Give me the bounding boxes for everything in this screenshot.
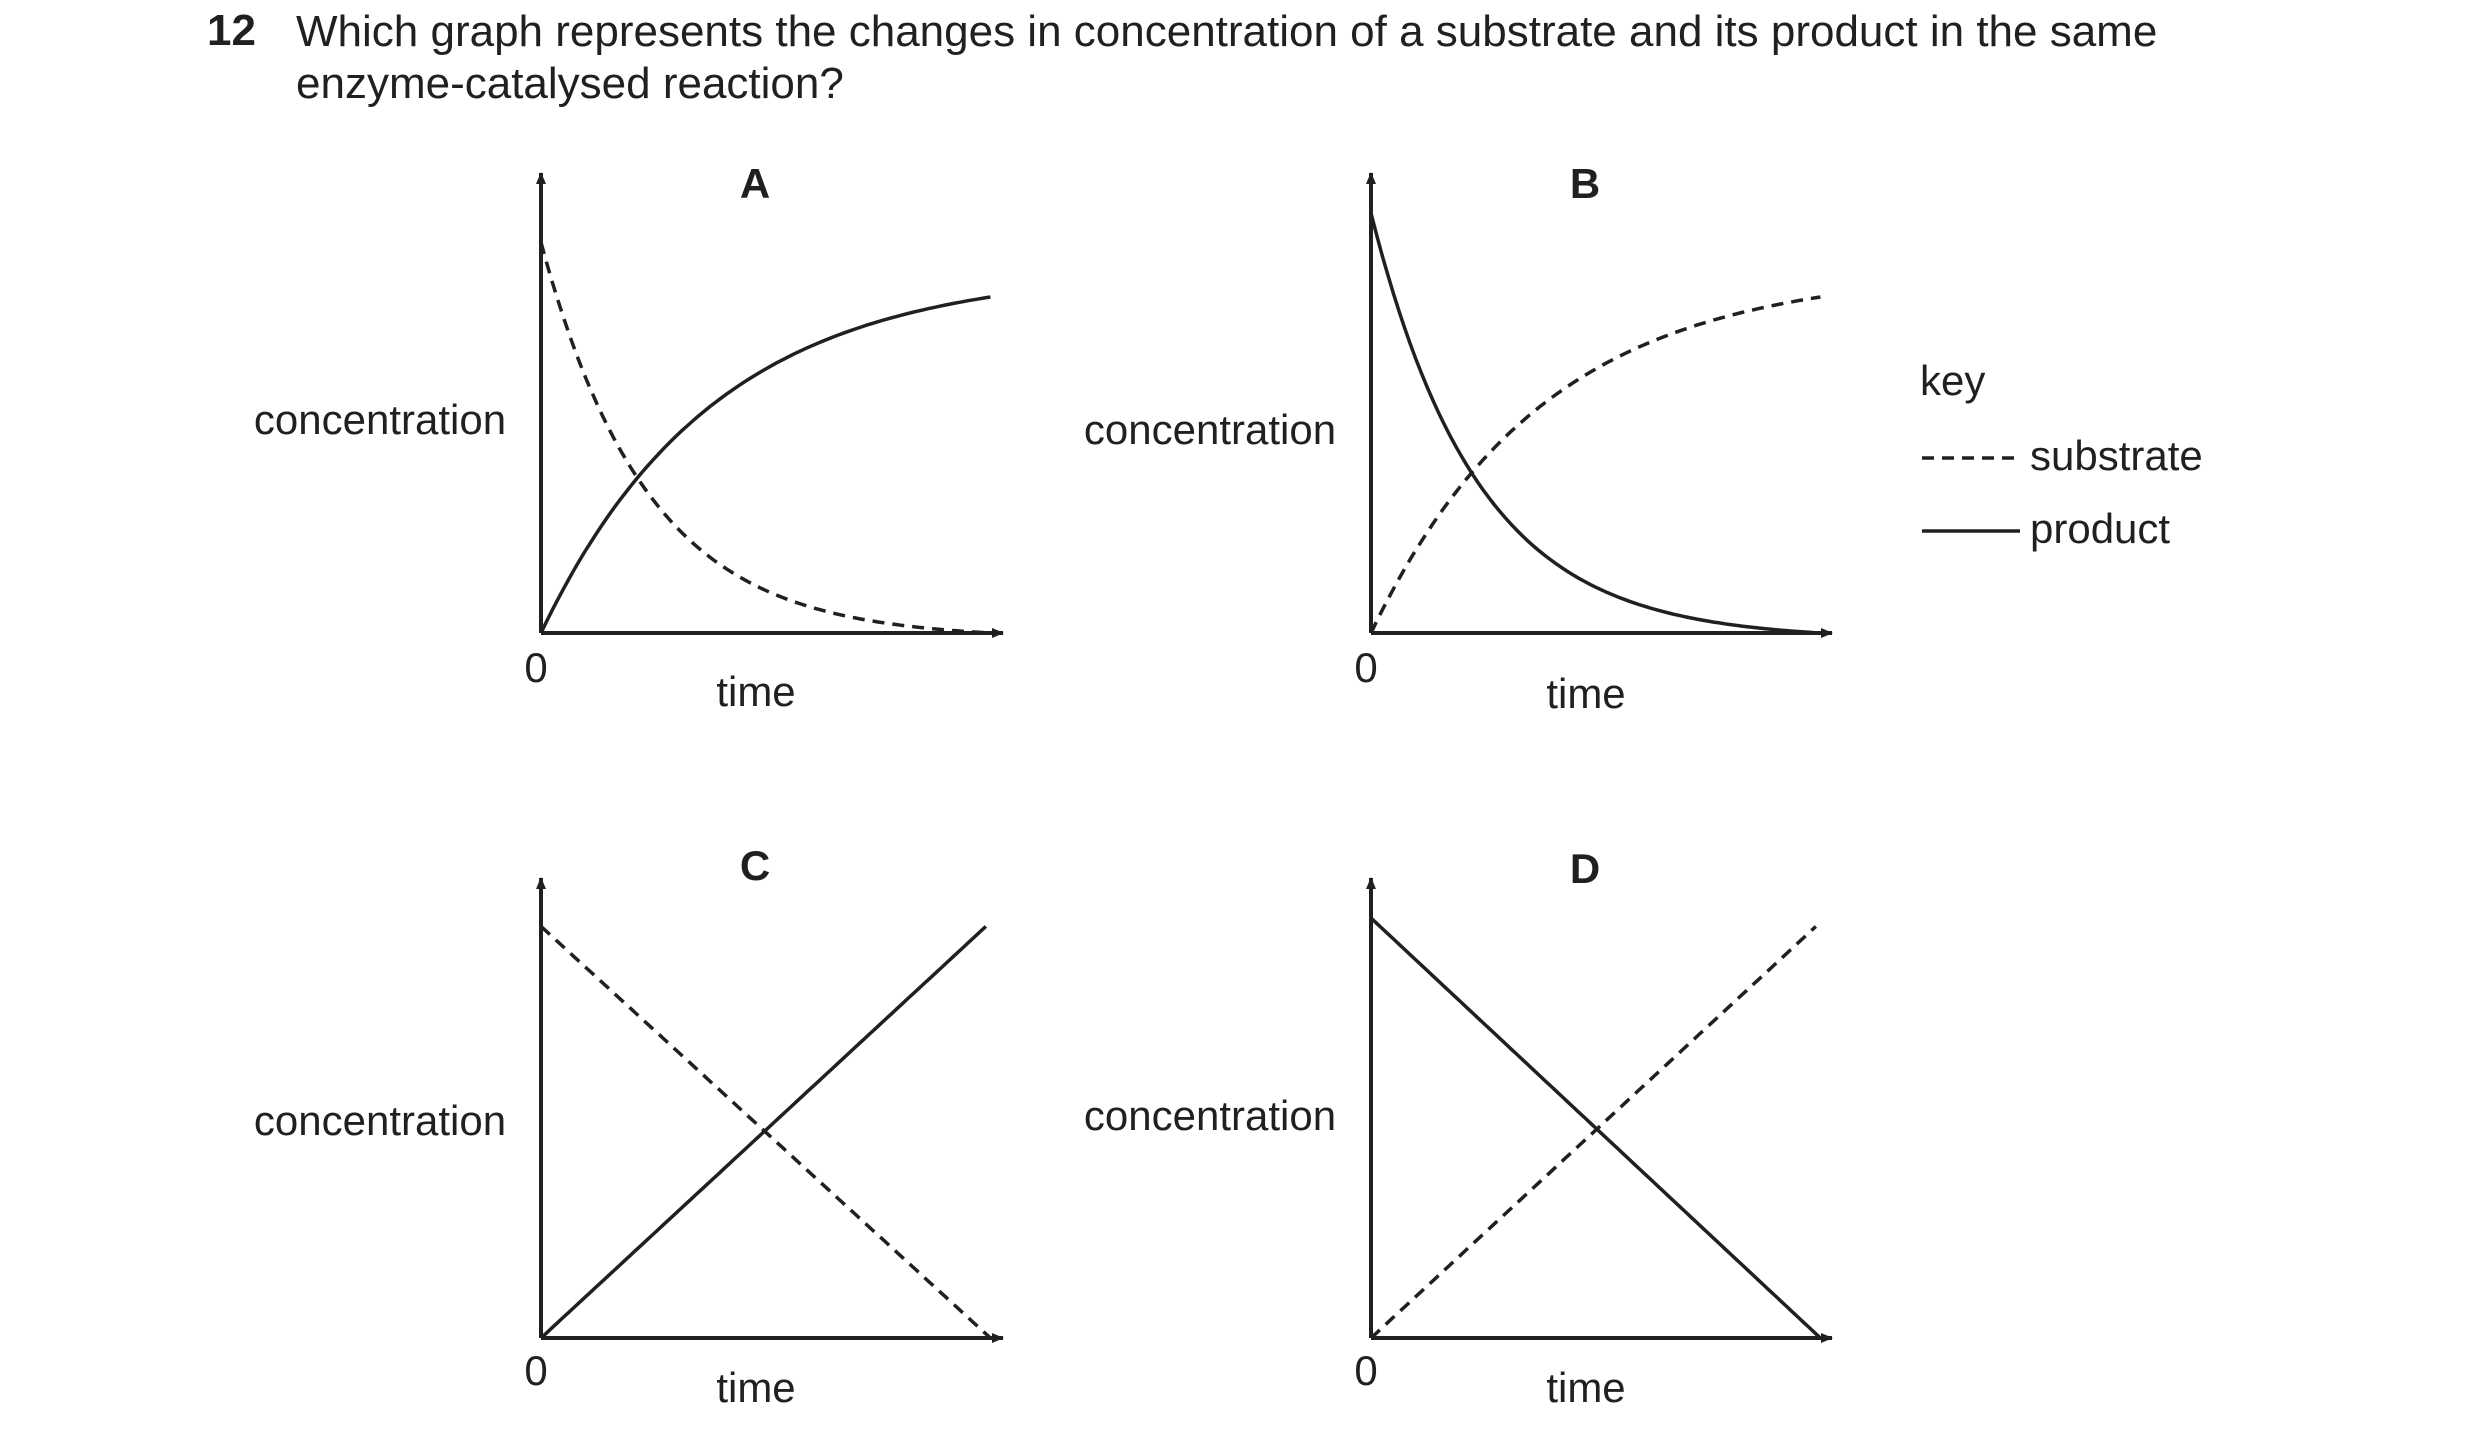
graph-d-substrate-line (1369, 925, 1818, 1340)
graph-b-origin-label: 0 (1354, 644, 1377, 691)
graph-b: B concentration time 0 (1084, 160, 1833, 717)
question-number: 12 (207, 6, 256, 55)
graph-c-y-axis-label: concentration (254, 1097, 506, 1144)
graph-d: D concentration time 0 (1084, 845, 1833, 1411)
graph-c-x-axis-label: time (716, 1364, 795, 1411)
graph-d-label: D (1570, 845, 1600, 892)
key-product-label: product (2030, 505, 2170, 552)
graph-a-origin-label: 0 (524, 644, 547, 691)
graph-a-y-axis-label: concentration (254, 396, 506, 443)
graph-c-label: C (740, 842, 770, 889)
graph-c-origin-label: 0 (524, 1347, 547, 1394)
graph-d-y-axis-label: concentration (1084, 1092, 1336, 1139)
graph-b-product-line (1369, 212, 1821, 635)
graph-b-label: B (1570, 160, 1600, 207)
graph-a-x-axis-label: time (716, 668, 795, 715)
question-text: Which graph represents the changes in co… (296, 6, 2296, 110)
graph-b-substrate-line (1369, 295, 1821, 634)
graph-c: C concentration time 0 (254, 842, 1004, 1411)
graph-a-product-line (539, 295, 991, 634)
graph-a-substrate-line (539, 241, 991, 635)
graph-c-product-line (539, 925, 988, 1340)
key-substrate-label: substrate (2030, 432, 2203, 479)
graph-d-origin-label: 0 (1354, 1347, 1377, 1394)
key-title: key (1920, 357, 1985, 404)
graph-b-y-axis-label: concentration (1084, 406, 1336, 453)
graph-a: A concentration time 0 (254, 160, 1004, 715)
graph-a-label: A (740, 160, 770, 207)
question-line-2: enzyme-catalysed reaction? (296, 59, 844, 108)
question-line-1: Which graph represents the changes in co… (296, 7, 2158, 56)
graph-d-x-axis-label: time (1546, 1364, 1625, 1411)
key-legend: key substrate product (1920, 357, 2203, 552)
graph-b-x-axis-label: time (1546, 670, 1625, 717)
graph-d-product-line (1369, 916, 1822, 1340)
